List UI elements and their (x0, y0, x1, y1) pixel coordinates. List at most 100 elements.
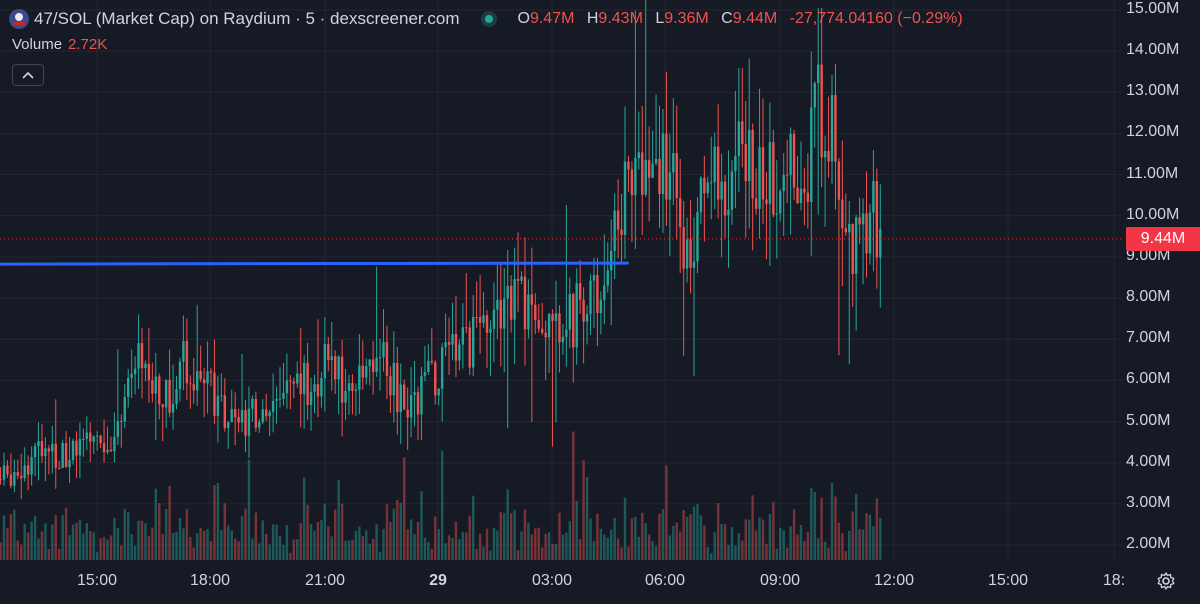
candle-body (823, 150, 827, 158)
candle-body (613, 210, 616, 251)
candle-body (361, 365, 365, 378)
volume-bar (258, 543, 261, 560)
volume-bar (865, 513, 868, 560)
volume-bar (509, 513, 513, 560)
volume-bar (151, 527, 154, 560)
open-value: 9.47M (529, 10, 575, 27)
y-tick-label: 4.00M (1126, 452, 1171, 470)
volume-bar (133, 545, 137, 560)
volume-bar (9, 513, 13, 560)
volume-bar (561, 534, 565, 560)
candle-body (585, 314, 589, 322)
candle-body (509, 285, 513, 320)
volume-bar (427, 542, 430, 560)
volume-bar (547, 532, 551, 560)
volume-bar (503, 512, 506, 560)
candle-body (444, 342, 447, 348)
volume-bar (496, 530, 499, 560)
candle-body (661, 133, 665, 195)
candle-body (265, 409, 268, 417)
volume-bar (44, 523, 47, 560)
candle-body (113, 436, 116, 452)
candle-body (51, 443, 54, 452)
market-status-dot (485, 15, 494, 23)
candle-body (282, 393, 285, 399)
change-value: -27,774.04160 (−0.29%) (789, 10, 963, 27)
candle-body (26, 465, 30, 475)
volume-bar (116, 527, 120, 560)
candle-body (120, 421, 123, 423)
volume-bar (313, 530, 316, 560)
collapse-legend-button[interactable] (12, 64, 44, 86)
candle-body (102, 443, 106, 453)
volume-bar (841, 533, 844, 560)
volume-bar (140, 520, 144, 560)
candle-body (413, 392, 416, 396)
volume-bar (792, 509, 796, 560)
x-tick-label: 15:00 (76, 572, 118, 589)
candle-body (848, 223, 851, 233)
candle-body (185, 341, 189, 384)
candle-body (40, 441, 44, 457)
candle-body (582, 299, 585, 322)
candle-body (606, 270, 609, 286)
volume-bar (620, 547, 623, 560)
candle-body (727, 209, 730, 216)
volume-bar (306, 504, 309, 560)
candle-body (371, 359, 375, 372)
candle-body (523, 276, 527, 330)
candle-body (744, 143, 747, 182)
volume-bar (817, 538, 820, 560)
volume-bar (520, 531, 523, 560)
candle-body (817, 64, 820, 84)
volume-bar (147, 536, 151, 560)
candle-body (213, 372, 216, 416)
volume-bar (247, 459, 251, 560)
volume-bar (330, 536, 333, 560)
candle-body (720, 181, 723, 200)
candle-body (737, 121, 741, 157)
candle-body (292, 381, 296, 384)
volume-bar (851, 511, 854, 560)
candle-body (275, 399, 278, 401)
gear-icon[interactable] (1156, 571, 1176, 591)
candle-body (868, 212, 872, 254)
candle-body (879, 228, 882, 258)
volume-bar (437, 529, 440, 560)
volume-bar (806, 531, 810, 560)
volume-bar (278, 536, 282, 560)
volume-bar (58, 548, 61, 560)
volume-bar (679, 531, 682, 560)
candle-body (620, 229, 623, 235)
volume-bar (406, 529, 409, 560)
volume-bar (875, 498, 879, 560)
close-key: C (721, 10, 733, 27)
volume-bar (323, 503, 327, 560)
candle-body (192, 384, 195, 391)
volume-bar (744, 519, 747, 560)
candle-body (575, 283, 578, 348)
volume-bar (158, 503, 161, 560)
volume-bar (541, 547, 544, 560)
candle-body (244, 409, 247, 436)
volume-bar (354, 530, 358, 560)
volume-bar (30, 521, 33, 560)
candle-body (271, 400, 275, 412)
volume-bar (285, 524, 289, 560)
chart-title: 47/SOL (Market Cap) on Raydium · 5 · dex… (34, 9, 460, 28)
volume-bar (654, 545, 658, 560)
candle-body (233, 409, 237, 418)
candle-body (806, 192, 810, 202)
candle-body (416, 392, 420, 415)
candle-body (651, 163, 654, 178)
volume-bar (499, 512, 503, 560)
volume-bar (375, 524, 378, 560)
volume-bar (268, 544, 271, 560)
candle-body (844, 228, 848, 233)
candle-body (344, 390, 347, 403)
y-tick-label: 12.00M (1126, 123, 1180, 141)
y-tick-label: 5.00M (1126, 411, 1171, 429)
candle-body (658, 158, 661, 195)
chevron-up-icon (22, 71, 34, 79)
